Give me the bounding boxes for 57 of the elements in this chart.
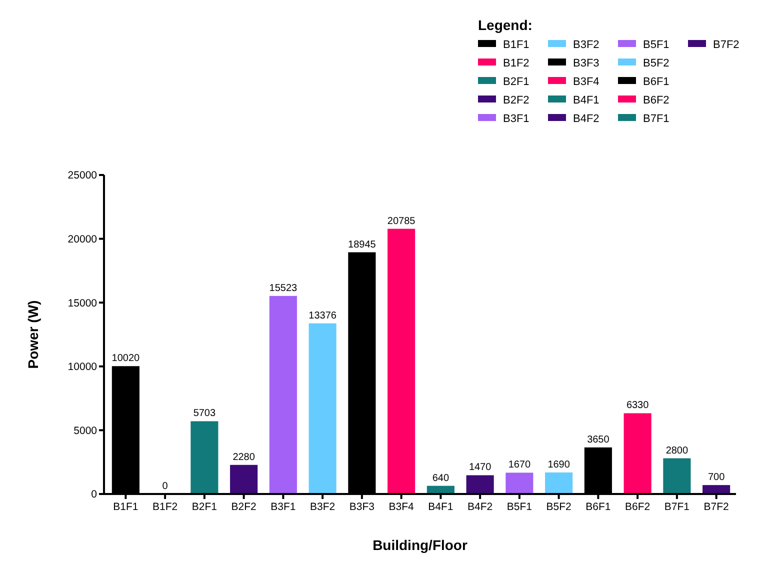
legend-label: B3F4	[573, 76, 600, 88]
x-tick-label: B7F1	[664, 501, 690, 513]
data-label: 1670	[508, 460, 531, 471]
data-label: 15523	[269, 282, 298, 294]
y-tick-label: 10000	[68, 361, 98, 374]
x-tick-label: B3F1	[270, 501, 296, 513]
y-tick-label: 0	[91, 488, 98, 501]
data-label: 1470	[468, 462, 492, 474]
data-label: 2280	[232, 452, 256, 463]
y-axis-title: Power (W)	[25, 300, 41, 369]
legend-label: B6F2	[643, 94, 670, 106]
x-tick-label: B5F2	[546, 501, 572, 513]
legend-label: B7F1	[643, 112, 670, 125]
x-tick-label: B6F2	[625, 501, 650, 513]
data-label: 20785	[387, 216, 416, 227]
x-tick-label: B6F1	[586, 501, 611, 513]
legend-label: B3F3	[573, 57, 600, 70]
legend-label: B7F2	[713, 38, 740, 51]
legend-label: B3F1	[503, 112, 530, 125]
data-label: 5703	[193, 408, 216, 420]
x-tick-label: B5F1	[506, 501, 532, 513]
y-tick-label: 15000	[68, 297, 98, 310]
data-label: 0	[162, 481, 168, 492]
data-label: 13376	[308, 310, 337, 322]
data-label: 1690	[548, 459, 570, 470]
x-tick-label: B3F2	[310, 501, 336, 513]
x-tick-label: B2F2	[231, 501, 257, 513]
data-label: 700	[708, 472, 726, 484]
data-label: 18945	[348, 239, 376, 250]
data-label: 6330	[626, 400, 650, 412]
legend-label: B2F2	[503, 94, 530, 106]
x-tick-label: B2F1	[192, 501, 218, 513]
x-tick-label: B1F1	[113, 501, 138, 513]
legend-label: B1F2	[503, 57, 530, 70]
y-tick-label: 25000	[68, 170, 98, 182]
x-tick-label: B3F4	[388, 501, 414, 513]
x-axis-title: Building/Floor	[372, 537, 468, 553]
legend-label: B5F1	[643, 38, 670, 51]
data-label: 10020	[112, 353, 140, 364]
x-tick-label: B1F2	[152, 501, 178, 513]
x-tick-label: B4F1	[428, 501, 454, 513]
data-label: 640	[432, 472, 450, 484]
x-tick-label: B7F2	[704, 501, 730, 513]
legend-label: B6F1	[643, 76, 670, 88]
legend-label: B5F2	[643, 57, 670, 70]
legend-label: B4F2	[573, 112, 600, 125]
legend-title: Legend:	[478, 17, 532, 33]
legend-label: B2F1	[503, 76, 530, 88]
x-tick-label: B3F3	[349, 501, 375, 513]
legend-label: B3F2	[573, 38, 600, 51]
x-tick-label: B4F2	[468, 501, 493, 513]
y-tick-label: 5000	[74, 424, 98, 437]
data-label: 3650	[587, 434, 610, 446]
data-label: 2800	[666, 445, 688, 456]
y-tick-label: 20000	[68, 233, 98, 246]
legend-label: B4F1	[573, 94, 600, 106]
legend-label: B1F1	[503, 38, 530, 51]
